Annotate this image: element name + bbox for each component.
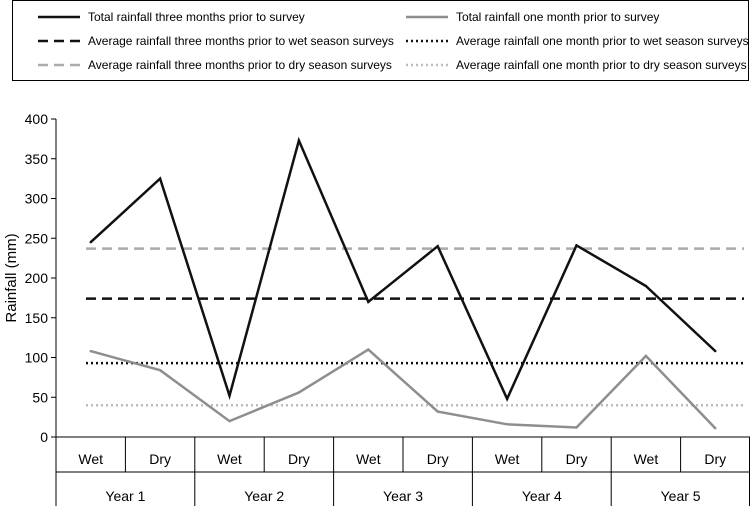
legend-label-1: Total rainfall three months prior to sur… <box>88 10 305 24</box>
x-tick-label-4: Dry <box>288 451 310 467</box>
series-1-point-7 <box>505 397 509 401</box>
x-tick-label-5: Wet <box>356 451 381 467</box>
x-tick-label-3: Wet <box>217 451 242 467</box>
series-2-point-1 <box>89 349 92 353</box>
x-tick-label-9: Wet <box>634 451 659 467</box>
series-1-point-3 <box>228 394 231 397</box>
y-tick-label-300: 300 <box>25 191 49 207</box>
series-1-point-1 <box>89 241 92 244</box>
x-tick-label-10: Dry <box>704 451 726 467</box>
y-tick-label-50: 50 <box>32 389 48 405</box>
x-tick-label-8: Dry <box>566 451 588 467</box>
x-tick-label-2: Dry <box>149 451 171 467</box>
legend-label-3: Average rainfall three months prior to w… <box>88 34 394 48</box>
y-tick-label-400: 400 <box>25 111 49 127</box>
series-1-point-5 <box>367 300 370 304</box>
series-2-point-6 <box>436 410 439 413</box>
legend-label-6: Average rainfall one month prior to dry … <box>456 58 747 72</box>
series-1-point-6 <box>436 245 439 248</box>
year-label-1: Year 1 <box>105 488 145 504</box>
y-tick-label-200: 200 <box>25 270 49 286</box>
series-1-point-8 <box>575 244 578 247</box>
y-tick-label-250: 250 <box>25 230 49 246</box>
year-label-4: Year 4 <box>522 488 562 504</box>
legend-label-4: Average rainfall one month prior to wet … <box>456 34 749 48</box>
series-2-point-2 <box>158 369 162 372</box>
y-tick-label-150: 150 <box>25 310 49 326</box>
x-tick-label-1: Wet <box>78 451 103 467</box>
series-1-point-2 <box>158 177 162 180</box>
year-label-2: Year 2 <box>244 488 284 504</box>
legend-box <box>12 0 749 81</box>
series-2-point-10 <box>714 427 717 430</box>
series-1-point-10 <box>714 349 717 353</box>
y-axis-title: Rainfall (mm) <box>3 233 20 322</box>
y-tick-label-350: 350 <box>25 151 49 167</box>
legend-label-2: Total rainfall one month prior to survey <box>456 10 659 24</box>
x-tick-label-6: Dry <box>427 451 449 467</box>
series-line-1 <box>89 136 717 402</box>
legend-label-5: Average rainfall three months prior to d… <box>88 58 392 72</box>
series-line-2 <box>90 348 717 430</box>
y-tick-label-0: 0 <box>40 429 48 445</box>
series-2-point-8 <box>575 426 578 429</box>
series-2-point-3 <box>228 419 231 423</box>
series-2-point-7 <box>505 423 509 426</box>
series-1-point-4 <box>297 139 301 142</box>
year-label-3: Year 3 <box>383 488 423 504</box>
series-1-point-9 <box>644 284 648 288</box>
series-2-point-9 <box>644 354 648 358</box>
series-2-point-4 <box>297 391 301 394</box>
y-tick-label-100: 100 <box>25 350 49 366</box>
series-2-point-5 <box>367 348 370 351</box>
x-tick-label-7: Wet <box>495 451 520 467</box>
year-label-5: Year 5 <box>661 488 701 504</box>
